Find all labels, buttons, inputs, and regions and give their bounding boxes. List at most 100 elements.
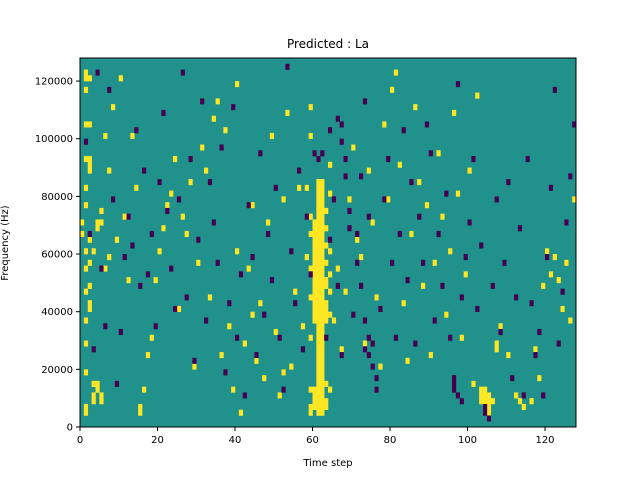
heatmap-cell-high	[312, 403, 317, 411]
heatmap-cell-high	[83, 265, 89, 272]
heatmap-cell-high	[95, 225, 100, 232]
heatmap-cell-low	[502, 259, 507, 266]
heatmap-cell-high	[405, 357, 410, 364]
heatmap-cell-high	[397, 161, 402, 168]
heatmap-cell-high	[316, 242, 321, 249]
heatmap-cell-low	[339, 121, 344, 128]
heatmap-cell-low	[347, 207, 352, 214]
heatmap-cell-high	[192, 363, 197, 370]
heatmap-cell-high	[486, 392, 492, 399]
heatmap-cell-low	[366, 213, 371, 220]
heatmap-cell-high	[169, 190, 174, 197]
heatmap-cell-low	[409, 179, 414, 186]
heatmap-cell-low	[204, 317, 209, 324]
heatmap-cell-high	[320, 398, 325, 405]
heatmap-cell-high	[401, 300, 406, 307]
heatmap-cell-high	[479, 392, 484, 399]
heatmap-cell-low	[235, 334, 240, 341]
heatmap-cell-high	[320, 375, 325, 382]
heatmap-cell-high	[529, 398, 534, 405]
heatmap-cell-high	[316, 300, 321, 307]
heatmap-cell-low	[83, 138, 89, 145]
heatmap-cell-high	[95, 219, 100, 226]
heatmap-cell-high	[347, 196, 352, 203]
heatmap-cell-high	[320, 288, 325, 295]
heatmap-cell-high	[95, 380, 100, 387]
heatmap-cell-high	[207, 294, 213, 301]
heatmap-cell-low	[238, 271, 244, 278]
heatmap-cell-high	[320, 392, 325, 399]
heatmap-cell-high	[440, 213, 445, 220]
heatmap-cell-high	[293, 288, 298, 295]
heatmap-cell-high	[320, 363, 325, 370]
heatmap-cell-high	[316, 317, 321, 324]
heatmap-cell-low	[548, 184, 554, 191]
heatmap-cell-low	[455, 392, 461, 399]
heatmap-cell-high	[83, 202, 89, 209]
heatmap-cell-high	[138, 403, 143, 411]
heatmap-cell-high	[316, 196, 321, 203]
heatmap-cell-high	[312, 254, 317, 261]
heatmap-cell-high	[316, 369, 321, 376]
heatmap-cell-high	[145, 352, 151, 359]
heatmap-cell-high	[320, 403, 325, 411]
heatmap-cell-low	[335, 115, 340, 122]
heatmap-cell-high	[223, 127, 228, 134]
heatmap-cell-low	[428, 150, 433, 157]
heatmap-cell-high	[320, 357, 325, 364]
heatmap-cell-high	[83, 184, 89, 191]
heatmap-cell-high	[316, 334, 321, 341]
heatmap-cell-high	[436, 150, 441, 157]
heatmap-cell-low	[378, 305, 383, 312]
heatmap-cell-high	[142, 386, 147, 393]
heatmap-cell-low	[374, 375, 379, 382]
heatmap-cell-low	[118, 328, 123, 336]
heatmap-cell-high	[103, 132, 108, 140]
heatmap-cell-low	[250, 254, 255, 261]
heatmap-cell-high	[312, 259, 317, 266]
heatmap-cell-low	[207, 179, 213, 186]
heatmap-cell-low	[556, 340, 561, 347]
heatmap-cell-low	[401, 127, 406, 134]
heatmap-cell-low	[130, 242, 135, 249]
heatmap-cell-low	[153, 323, 158, 330]
y-axis: 0 20000 40000 60000 80000 100000 120000	[35, 77, 80, 434]
heatmap-cell-high	[486, 403, 492, 411]
heatmap-cell-high	[304, 254, 309, 261]
heatmap-cell-high	[316, 305, 321, 312]
heatmap-cell-high	[308, 409, 313, 416]
heatmap-cell-high	[320, 207, 325, 214]
heatmap-cell-high	[118, 75, 123, 82]
heatmap-cell-high	[316, 363, 321, 370]
heatmap-cell-low	[459, 294, 464, 301]
heatmap-cell-high	[324, 305, 329, 312]
heatmap-cell-high	[320, 328, 325, 336]
heatmap-cell-high	[320, 311, 325, 318]
heatmap-cell-low	[324, 334, 329, 341]
heatmap-cell-low	[316, 156, 321, 163]
heatmap-cell-high	[370, 219, 375, 226]
heatmap-cell-low	[134, 127, 139, 134]
y-tick-label: 80000	[41, 192, 73, 203]
heatmap-cell-high	[308, 104, 313, 111]
heatmap-cell-high	[316, 230, 321, 238]
heatmap-cell-high	[281, 196, 286, 203]
heatmap-cell-high	[227, 323, 232, 330]
heatmap-cell-high	[312, 277, 317, 284]
heatmap-cell-high	[83, 69, 89, 76]
heatmap-cell-high	[479, 386, 484, 393]
heatmap-cell-high	[157, 248, 162, 255]
heatmap-cell-low	[382, 196, 387, 203]
heatmap-cell-high	[320, 184, 325, 191]
heatmap-cell-high	[320, 317, 325, 324]
heatmap-cell-high	[316, 380, 321, 387]
heatmap-cell-high	[448, 248, 453, 255]
heatmap-cell-high	[320, 369, 325, 376]
heatmap-cell-high	[91, 248, 96, 255]
heatmap-cell-high	[173, 156, 178, 163]
heatmap-cell-low	[122, 254, 127, 261]
heatmap-cell-low	[285, 63, 290, 70]
heatmap-cell-high	[312, 248, 317, 255]
heatmap-cell-low	[289, 248, 294, 255]
